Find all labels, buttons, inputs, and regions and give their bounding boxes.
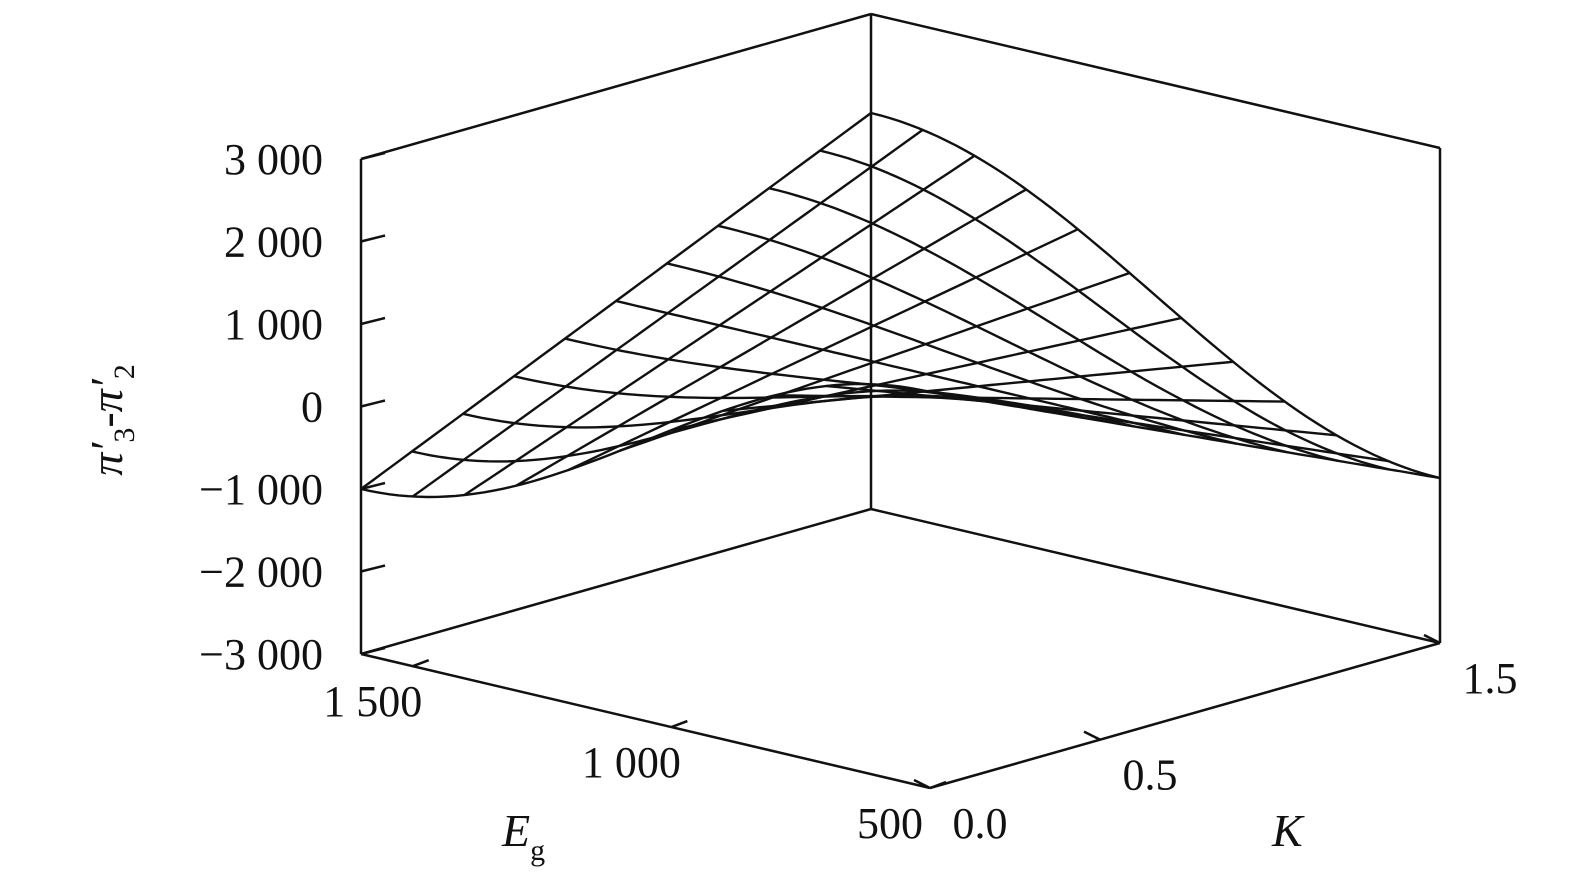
k-tick-mark xyxy=(1083,730,1101,741)
z-tick-mark xyxy=(360,316,386,326)
eg-tick-mark xyxy=(670,719,688,729)
eg-tick-label: 1 500 xyxy=(323,677,422,726)
eg-tick-mark xyxy=(412,659,430,668)
z-tick-mark xyxy=(360,151,386,161)
mesh-line-const-k xyxy=(513,375,1084,419)
k-tick-label: 0.0 xyxy=(953,799,1008,848)
z-tick-mark xyxy=(360,234,386,243)
z-axis-title: π′3-π′2 xyxy=(81,364,141,476)
mesh-line-const-k xyxy=(666,262,1237,445)
z-tick-label: 2 000 xyxy=(224,218,323,267)
mesh-line-const-k xyxy=(411,389,982,463)
floor-edge-eg xyxy=(360,652,931,790)
axis-ticks xyxy=(360,151,1441,790)
k-tick-label: 0.5 xyxy=(1123,751,1178,800)
z-tick-label: 3 000 xyxy=(224,135,323,184)
z-tick-mark xyxy=(360,646,386,656)
k-tick-mark xyxy=(1423,633,1441,645)
eg-tick-label: 1 000 xyxy=(582,738,681,787)
mesh-line-const-k xyxy=(717,224,1288,454)
z-tick-label: 0 xyxy=(301,383,323,432)
eg-axis-title: Eg xyxy=(501,805,545,867)
z-tick-label: −3 000 xyxy=(199,630,323,679)
floor-edge-back-eg xyxy=(870,507,1441,645)
k-tick-label: 1.5 xyxy=(1463,654,1518,703)
k-axis-title: K xyxy=(1271,805,1305,856)
z-tick-label: 1 000 xyxy=(224,300,323,349)
mesh-line-const-k xyxy=(870,111,1441,480)
top-edge-right xyxy=(870,12,1441,150)
surface-mesh xyxy=(360,111,1441,499)
z-tick-label: −1 000 xyxy=(199,465,323,514)
floor-edge-k xyxy=(929,641,1441,790)
eg-tick-mark xyxy=(929,780,947,790)
mesh-line-const-k xyxy=(819,149,1390,471)
eg-tick-label: 500 xyxy=(857,799,923,848)
top-edge-left xyxy=(360,12,872,161)
mesh-line-const-k xyxy=(768,187,1339,462)
floor-edge-back-k xyxy=(360,507,872,656)
z-tick-label: −2 000 xyxy=(199,548,323,597)
mesh-line-const-k xyxy=(462,394,1033,429)
z-tick-mark xyxy=(360,399,386,408)
mesh-line-const-k xyxy=(564,337,1135,428)
z-tick-mark xyxy=(360,564,386,573)
mesh-line-const-k xyxy=(615,299,1186,437)
z-tick-mark xyxy=(360,481,386,491)
k-tick-mark xyxy=(913,778,931,790)
